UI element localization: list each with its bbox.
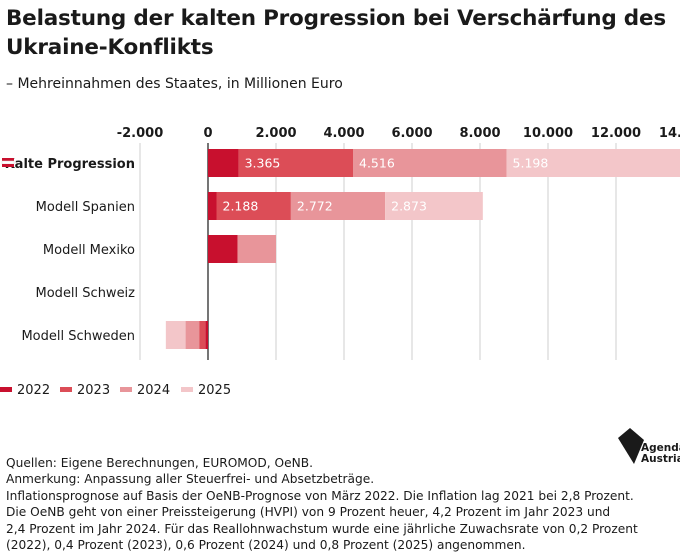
footnote-line: (2022), 0,4 Prozent (2023), 0,6 Prozent … [6,538,526,553]
x-tick-label: 6.000 [391,126,432,141]
bars: 3.365 4.516 5.198 2.188 2.772 2.873 [165,149,680,349]
category-label: Kalte Progression [5,157,135,172]
annotation-note: Anmerkung: Anpassung aller Steuerfrei- u… [6,472,375,487]
agenda-austria-logo [618,428,644,464]
bar-segment [237,235,276,263]
legend-label: 2025 [198,383,231,398]
data-label: 4.516 [359,156,395,171]
category-labels: Kalte Progression Modell Spanien Modell Me… [1,157,136,344]
bar-segment [290,192,386,220]
x-tick-label: 2.000 [255,126,296,141]
logo-text-line2: Austria [641,453,680,465]
bar-segment [506,149,680,177]
bar-segment [165,321,186,349]
bar-segment [185,321,200,349]
x-tick-label: 12.000 [591,126,641,141]
bar-chart: -2.000 0 2.000 4.000 6.000 8.000 10.000 12.000 1… [0,126,680,398]
data-label: 5.198 [513,156,549,171]
x-tick-label: 10.000 [523,126,573,141]
austria-flag-icon [1,160,15,165]
x-axis-ticks: -2.000 0 2.000 4.000 6.000 8.000 10.000 12.000 1… [117,126,680,141]
data-label: 2.772 [297,199,333,214]
data-label: 2.873 [391,199,427,214]
bar-segment [353,149,507,177]
data-label: 2.188 [223,199,259,214]
legend-swatch [60,387,72,392]
legend-label: 2024 [137,383,170,398]
bar-segment [385,192,483,220]
chart-title: Belastung der kalten Progression bei Ver… [6,6,666,60]
category-label: Modell Schweiz [36,286,136,301]
austria-flag-icon [2,158,14,161]
bar-segment [199,321,206,349]
bar-segment [208,235,238,263]
bar-segment [208,149,239,177]
legend-swatch [0,387,12,392]
bar-segment [208,192,217,220]
sources-note: Quellen: Eigene Berechnungen, EUROMOD, O… [6,456,313,470]
legend-label: 2022 [17,383,50,398]
footnote-line: 2,4 Prozent im Jahr 2024. Für das Reallo… [6,521,638,536]
bar-segment [238,149,354,177]
legend-label: 2023 [77,383,110,398]
austria-flag-icon [2,164,14,167]
category-label: Modell Mexiko [43,243,135,258]
x-tick-label: -2.000 [117,126,164,141]
bar-segment [205,321,208,349]
bar-segment [216,192,291,220]
chart-subtitle: – Mehreinnahmen des Staates, in Millione… [6,76,343,92]
footnote-line: Die OeNB geht von einer Preissteigerung … [6,505,611,520]
legend-swatch [181,387,193,392]
logo-text-line1: Agenda [641,442,680,454]
legend: 2022 2023 2024 2025 [0,383,231,398]
footnotes: Quellen: Eigene Berechnungen, EUROMOD, O… [6,455,674,553]
x-tick-label: 4.000 [323,126,364,141]
x-tick-label: 14.000 [659,126,680,141]
legend-swatch [120,387,132,392]
x-tick-label: 0 [203,126,212,141]
data-label: 3.365 [245,156,281,171]
x-tick-label: 8.000 [459,126,500,141]
category-label: Modell Spanien [36,200,135,215]
category-label: Modell Schweden [21,329,135,344]
footnote-line: Inflationsprognose auf Basis der OeNB-Pr… [6,488,634,503]
